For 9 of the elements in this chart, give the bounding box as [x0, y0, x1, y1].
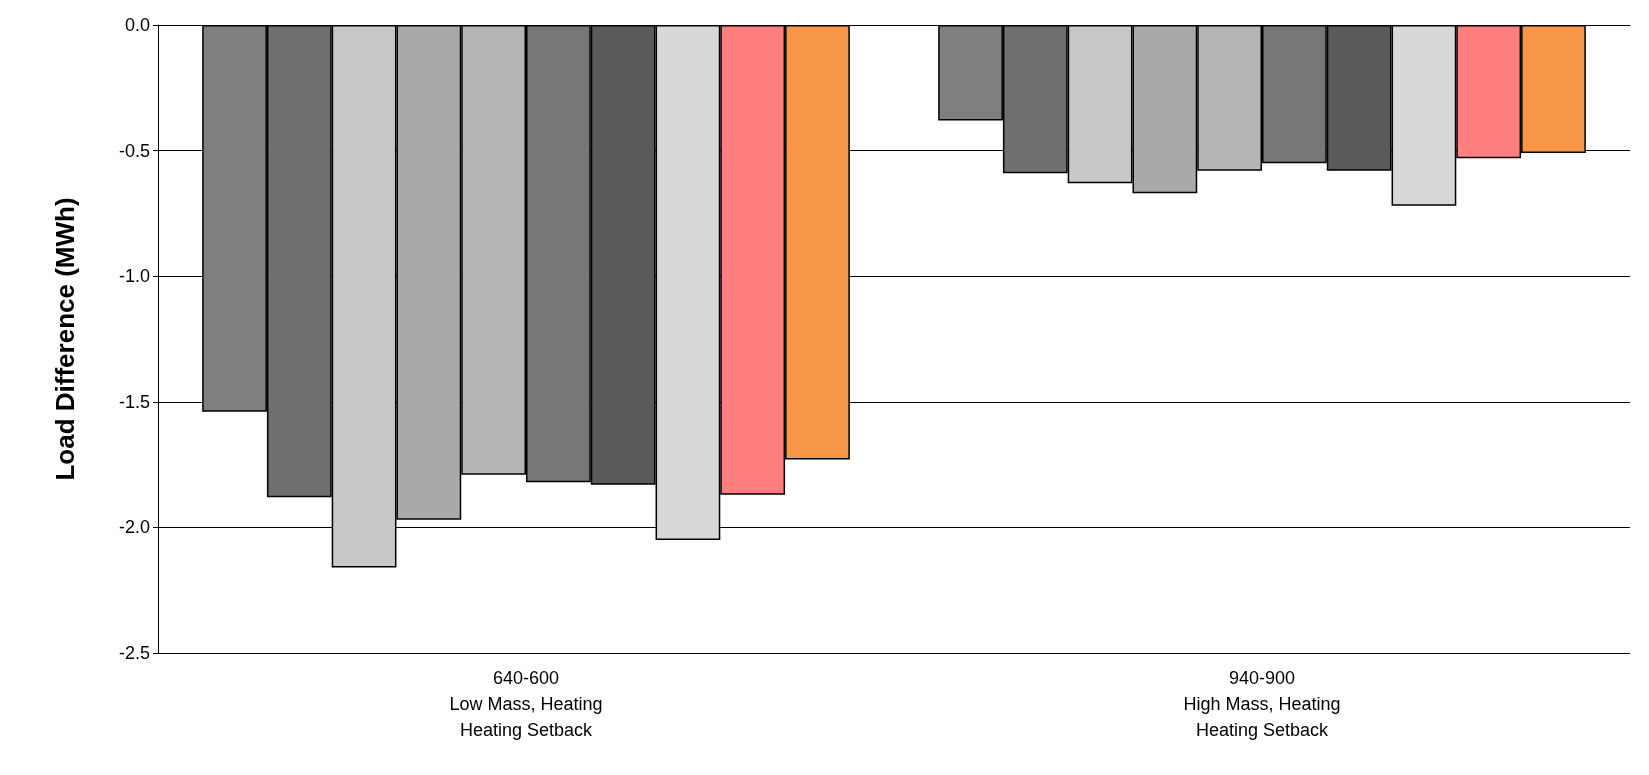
y-tick-label: -1.0 [118, 266, 150, 287]
y-tick-label: -2.0 [118, 517, 150, 538]
x-tick-label: 640-600 Low Mass, Heating Heating Setback [449, 668, 603, 740]
y-tick-label: -0.5 [118, 140, 150, 161]
y-tick-label: -1.5 [118, 391, 150, 412]
y-axis-title: Load Difference (MWh) [50, 197, 80, 481]
y-tick-label: -2.5 [118, 643, 150, 663]
y-tick-label: 0.0 [124, 15, 150, 35]
x-tick-label: 940-900 High Mass, Heating Heating Setback [1183, 668, 1341, 740]
